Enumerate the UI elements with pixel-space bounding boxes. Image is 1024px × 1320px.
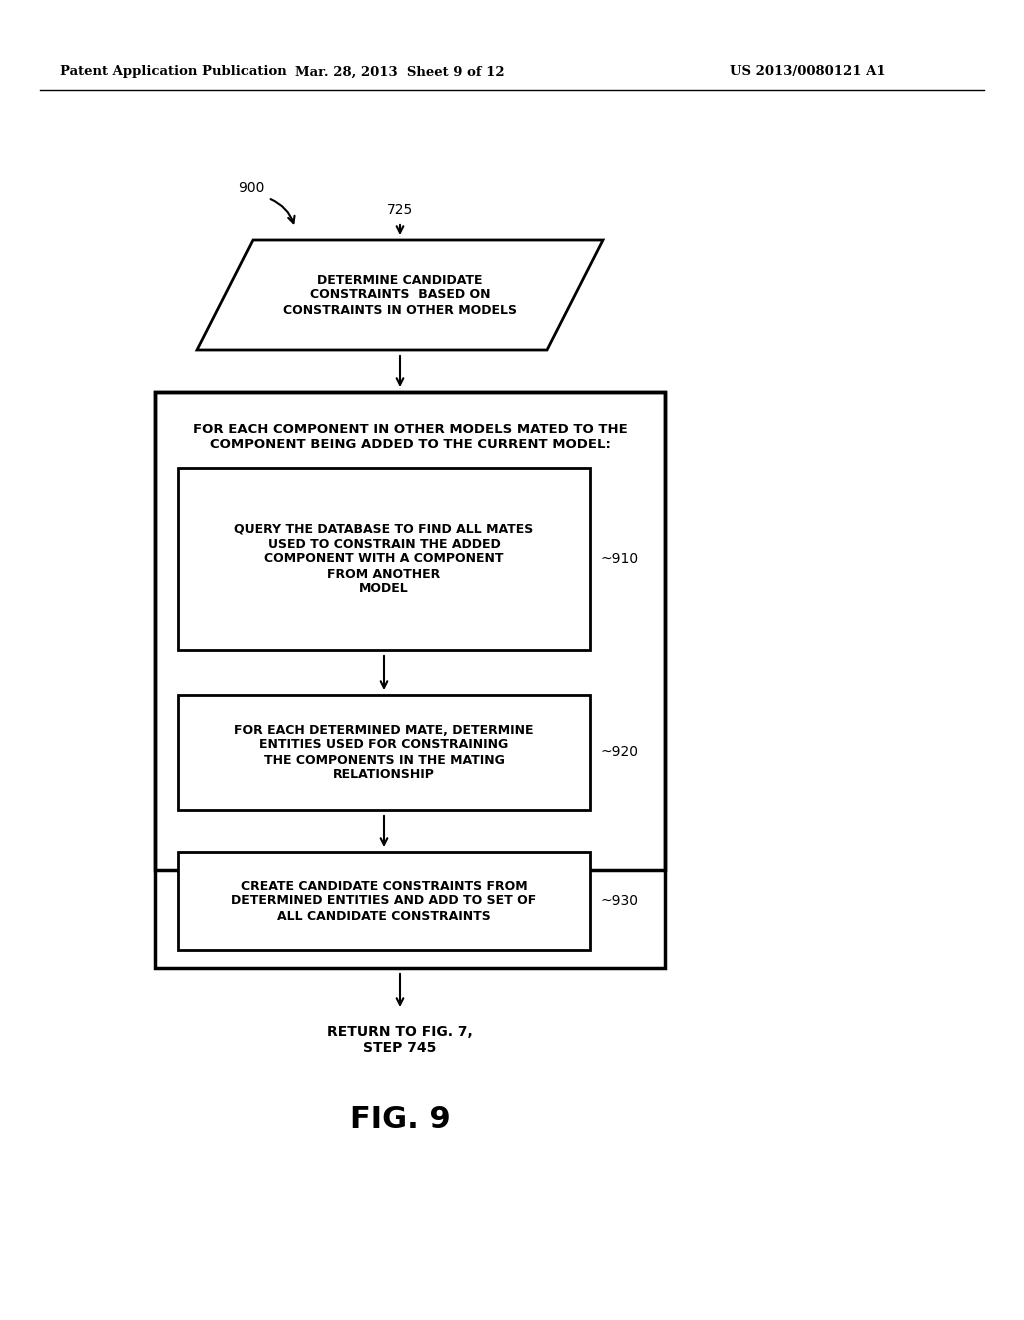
Text: Mar. 28, 2013  Sheet 9 of 12: Mar. 28, 2013 Sheet 9 of 12 (295, 66, 505, 78)
Bar (178, 469, 590, 649)
Text: ~920: ~920 (600, 746, 638, 759)
Text: RETURN TO FIG. 7,
STEP 745: RETURN TO FIG. 7, STEP 745 (327, 1024, 473, 1055)
Text: 725: 725 (387, 203, 413, 216)
Text: US 2013/0080121 A1: US 2013/0080121 A1 (730, 66, 886, 78)
FancyArrowPatch shape (270, 199, 295, 223)
Text: Patent Application Publication: Patent Application Publication (60, 66, 287, 78)
Polygon shape (197, 240, 603, 350)
Text: FOR EACH DETERMINED MATE, DETERMINE
ENTITIES USED FOR CONSTRAINING
THE COMPONENT: FOR EACH DETERMINED MATE, DETERMINE ENTI… (234, 723, 534, 781)
Text: ~910: ~910 (600, 552, 638, 566)
Text: ~930: ~930 (600, 894, 638, 908)
Text: DETERMINE CANDIDATE
CONSTRAINTS  BASED ON
CONSTRAINTS IN OTHER MODELS: DETERMINE CANDIDATE CONSTRAINTS BASED ON… (283, 273, 517, 317)
Text: FOR EACH COMPONENT IN OTHER MODELS MATED TO THE
COMPONENT BEING ADDED TO THE CUR: FOR EACH COMPONENT IN OTHER MODELS MATED… (193, 422, 628, 451)
Bar (155, 392, 665, 870)
Text: 900: 900 (238, 181, 264, 195)
Text: CREATE CANDIDATE CONSTRAINTS FROM
DETERMINED ENTITIES AND ADD TO SET OF
ALL CAND: CREATE CANDIDATE CONSTRAINTS FROM DETERM… (231, 879, 537, 923)
Bar (155, 392, 665, 968)
Bar (178, 851, 590, 950)
Text: QUERY THE DATABASE TO FIND ALL MATES
USED TO CONSTRAIN THE ADDED
COMPONENT WITH : QUERY THE DATABASE TO FIND ALL MATES USE… (234, 523, 534, 595)
Text: FIG. 9: FIG. 9 (349, 1106, 451, 1134)
Bar (178, 696, 590, 810)
